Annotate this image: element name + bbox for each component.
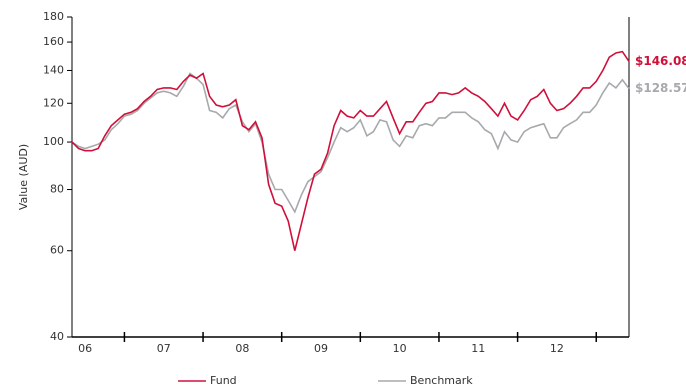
y-tick-label: 100 [43, 135, 64, 148]
y-tick-label: 40 [50, 330, 64, 343]
y-tick-label: 120 [43, 96, 64, 109]
y-tick-label: 60 [50, 244, 64, 257]
end-label: $128.57 [635, 81, 686, 95]
y-tick-label: 180 [43, 10, 64, 23]
x-tick-label: 11 [471, 342, 485, 355]
y-axis-label: Value (AUD) [17, 144, 30, 210]
x-tick-label: 06 [78, 342, 92, 355]
y-tick-label: 140 [43, 63, 64, 76]
legend-label: Fund [210, 374, 237, 387]
x-tick-label: 10 [393, 342, 407, 355]
x-tick-label: 07 [157, 342, 171, 355]
y-tick-label: 80 [50, 183, 64, 196]
legend-label: Benchmark [410, 374, 473, 387]
y-tick-label: 160 [43, 35, 64, 48]
x-tick-label: 12 [550, 342, 564, 355]
x-tick-label: 08 [235, 342, 249, 355]
series-line [71, 50, 630, 251]
end-label: $146.08 [635, 54, 686, 68]
series-line [71, 72, 630, 214]
x-tick-label: 09 [314, 342, 328, 355]
